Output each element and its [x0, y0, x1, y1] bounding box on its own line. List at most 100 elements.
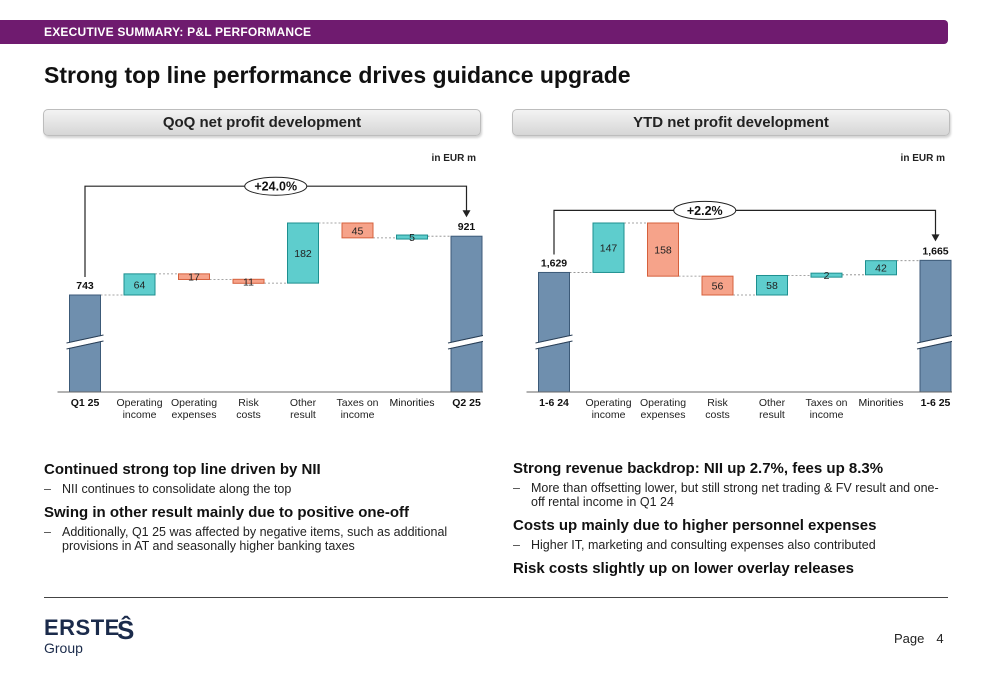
category-label: Q2 25	[452, 397, 481, 409]
data-label: 743	[76, 280, 94, 292]
page-indicator: Page 4	[894, 631, 944, 646]
data-label: 64	[134, 279, 146, 291]
bar-total	[919, 259, 952, 393]
category-label: Risk	[238, 397, 259, 409]
unit-label: in EUR m	[432, 153, 477, 164]
bar-increase	[756, 274, 788, 296]
page-number: 4	[936, 631, 944, 646]
category-label: Operating	[640, 397, 686, 409]
data-label: 11	[243, 276, 254, 288]
category-label: expenses	[172, 409, 217, 421]
commentary-bullet: More than offsetting lower, but still st…	[513, 481, 943, 509]
bar-decrease	[701, 275, 734, 296]
footer-divider	[44, 597, 948, 598]
commentary-heading: Risk costs slightly up on lower overlay …	[513, 560, 854, 577]
axis-break-mark	[66, 334, 104, 350]
change-percent: +2.2%	[687, 204, 723, 218]
bar-increase	[810, 272, 843, 278]
bar-increase	[396, 234, 428, 240]
section-label: EXECUTIVE SUMMARY: P&L PERFORMANCE	[44, 25, 312, 39]
chart-title-qoq: QoQ net profit development	[43, 109, 481, 136]
left-commentary: Continued strong top line driven by NII N…	[44, 461, 474, 553]
data-label: 5	[409, 232, 415, 244]
page-title: Strong top line performance drives guida…	[44, 62, 631, 88]
category-label: Other	[290, 397, 317, 409]
category-label: Operating	[585, 397, 631, 409]
category-label: result	[290, 409, 316, 421]
bar-increase	[865, 260, 897, 276]
logo-wordmark: ERSTE	[44, 615, 120, 640]
commentary-bullet: Higher IT, marketing and consulting expe…	[513, 538, 943, 552]
category-label: costs	[236, 409, 261, 421]
category-label: Other	[759, 397, 786, 409]
axis-break-mark	[535, 334, 573, 350]
axis-break-gap	[65, 335, 105, 349]
bar-total	[450, 235, 483, 393]
category-label: income	[341, 409, 375, 421]
category-label: Taxes on	[805, 397, 847, 409]
data-label: 17	[188, 272, 200, 284]
section-banner: EXECUTIVE SUMMARY: P&L PERFORMANCE	[0, 20, 948, 44]
data-label: 921	[458, 221, 476, 233]
commentary-heading: Strong revenue backdrop: NII up 2.7%, fe…	[513, 460, 884, 477]
bar-total	[538, 271, 570, 393]
category-label: Taxes on	[336, 397, 378, 409]
change-bracket	[553, 209, 937, 255]
category-label: Risk	[707, 397, 728, 409]
category-label: Operating	[116, 397, 162, 409]
category-label: costs	[705, 409, 730, 421]
category-label: 1-6 24	[539, 397, 569, 409]
category-label: income	[592, 409, 626, 421]
bar-decrease	[341, 222, 374, 239]
data-label: 182	[294, 248, 312, 260]
category-label: income	[123, 409, 157, 421]
data-label: 1,629	[541, 257, 567, 269]
chart-title-ytd: YTD net profit development	[512, 109, 950, 136]
logo-subtext: Group	[44, 640, 83, 656]
data-label: 45	[352, 225, 364, 237]
bar-increase	[592, 222, 625, 273]
sparkasse-s-icon: Ŝ	[117, 615, 135, 645]
change-arrowhead	[931, 234, 940, 242]
axis-break-mark	[447, 334, 483, 350]
commentary-bullet: Additionally, Q1 25 was affected by nega…	[44, 525, 474, 553]
change-badge	[673, 200, 737, 220]
change-badge	[244, 176, 308, 196]
bar-decrease	[232, 278, 265, 284]
axis-break-gap	[534, 335, 574, 349]
bar-increase	[287, 222, 319, 284]
data-label: 158	[654, 245, 672, 257]
right-commentary: Strong revenue backdrop: NII up 2.7%, fe…	[513, 460, 943, 577]
erste-group-logo: ERSTE Group Ŝ	[44, 615, 134, 656]
category-label: Minorities	[859, 397, 904, 409]
data-label: 58	[766, 280, 778, 292]
data-label: 56	[712, 281, 724, 293]
commentary-heading: Costs up mainly due to higher personnel …	[513, 517, 877, 534]
axis-break-gap	[447, 335, 483, 349]
category-label: expenses	[641, 409, 686, 421]
category-label: result	[759, 409, 785, 421]
page-label: Page	[894, 631, 925, 646]
category-label: Q1 25	[71, 397, 100, 409]
commentary-heading: Continued strong top line driven by NII	[44, 461, 321, 478]
commentary-heading: Swing in other result mainly due to posi…	[44, 504, 410, 521]
bar-decrease	[647, 222, 679, 277]
data-label: 147	[600, 243, 618, 255]
bar-decrease	[178, 273, 210, 280]
category-label: 1-6 25	[921, 397, 951, 409]
category-label: Operating	[171, 397, 217, 409]
data-label: 2	[824, 270, 830, 282]
change-percent: +24.0%	[254, 180, 297, 194]
axis-break-mark	[916, 334, 952, 350]
data-label: 42	[875, 263, 887, 275]
commentary-bullet: NII continues to consolidate along the t…	[44, 482, 474, 496]
change-arrowhead	[462, 210, 471, 218]
unit-label: in EUR m	[901, 153, 946, 164]
data-label: 1,665	[922, 245, 948, 257]
category-label: income	[810, 409, 844, 421]
category-label: Minorities	[390, 397, 435, 409]
bar-increase	[123, 273, 156, 296]
axis-break-gap	[916, 335, 952, 349]
